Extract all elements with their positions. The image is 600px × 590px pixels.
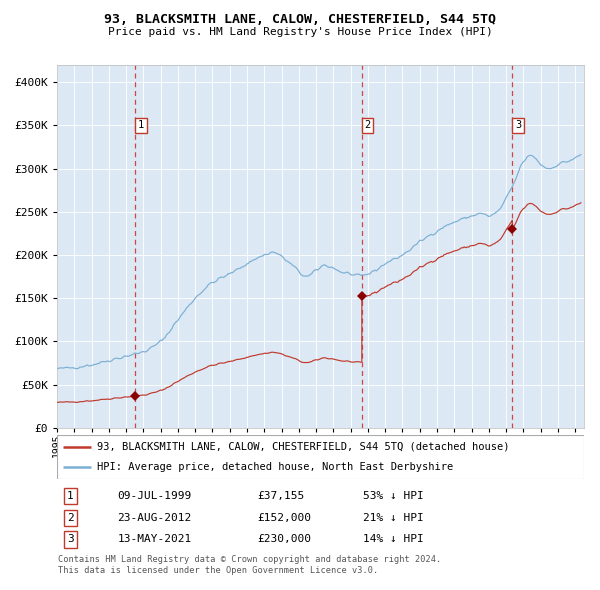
Text: Price paid vs. HM Land Registry's House Price Index (HPI): Price paid vs. HM Land Registry's House … <box>107 27 493 37</box>
Text: 1: 1 <box>67 491 74 501</box>
Text: 93, BLACKSMITH LANE, CALOW, CHESTERFIELD, S44 5TQ: 93, BLACKSMITH LANE, CALOW, CHESTERFIELD… <box>104 13 496 26</box>
Text: 23-AUG-2012: 23-AUG-2012 <box>118 513 192 523</box>
Text: 53% ↓ HPI: 53% ↓ HPI <box>362 491 423 501</box>
Text: £37,155: £37,155 <box>257 491 304 501</box>
Text: 3: 3 <box>515 120 521 130</box>
Text: 1: 1 <box>137 120 144 130</box>
Text: 13-MAY-2021: 13-MAY-2021 <box>118 535 192 545</box>
Text: 2: 2 <box>67 513 74 523</box>
Text: 3: 3 <box>67 535 74 545</box>
Text: HPI: Average price, detached house, North East Derbyshire: HPI: Average price, detached house, Nort… <box>97 462 453 472</box>
Text: 21% ↓ HPI: 21% ↓ HPI <box>362 513 423 523</box>
Text: 2: 2 <box>364 120 371 130</box>
Text: 09-JUL-1999: 09-JUL-1999 <box>118 491 192 501</box>
Text: 93, BLACKSMITH LANE, CALOW, CHESTERFIELD, S44 5TQ (detached house): 93, BLACKSMITH LANE, CALOW, CHESTERFIELD… <box>97 442 509 452</box>
Text: Contains HM Land Registry data © Crown copyright and database right 2024.
This d: Contains HM Land Registry data © Crown c… <box>58 555 442 575</box>
Text: £230,000: £230,000 <box>257 535 311 545</box>
Text: 14% ↓ HPI: 14% ↓ HPI <box>362 535 423 545</box>
Text: £152,000: £152,000 <box>257 513 311 523</box>
